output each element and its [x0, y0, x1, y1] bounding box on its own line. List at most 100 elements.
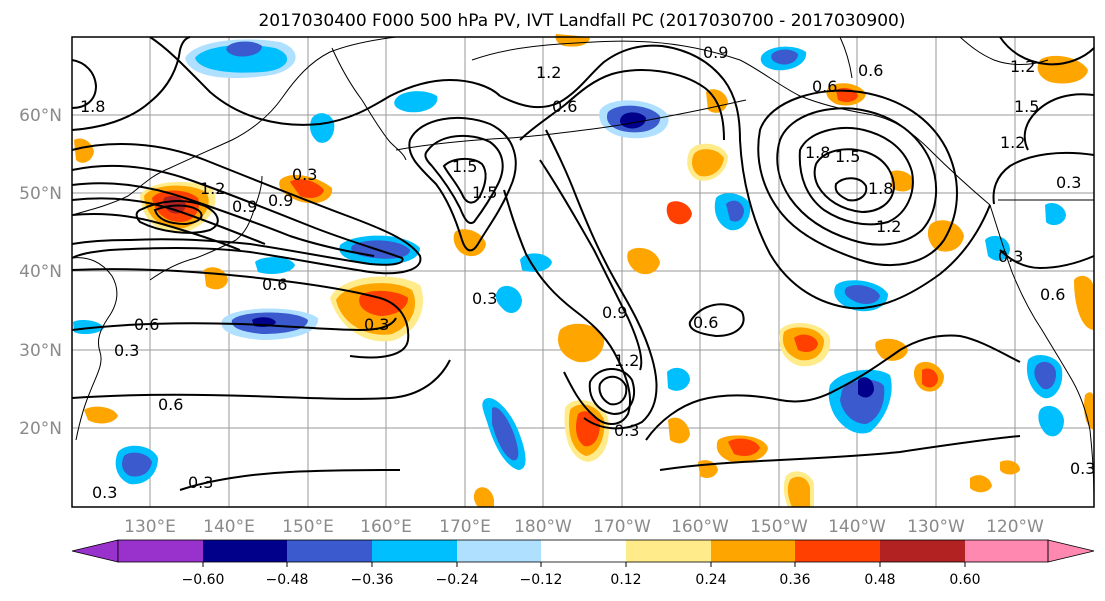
figure-title: 2017030400 F000 500 hPa PV, IVT Landfall…	[258, 11, 905, 31]
coastline-japan	[149, 175, 263, 281]
pv-contour	[999, 36, 1095, 66]
contour-label: 0.3	[1056, 173, 1081, 192]
pv-contour	[71, 268, 410, 359]
ivt-negative-region	[844, 285, 880, 304]
ivt-positive-region	[787, 476, 810, 507]
colorbar-tick-label: 0.60	[949, 572, 980, 588]
contour-label: 0.6	[262, 275, 287, 294]
contour-label: 0.9	[602, 303, 627, 322]
lat-label-60n: 60°N	[19, 106, 62, 126]
lon-label-140w: 140°W	[828, 517, 886, 537]
coastline-kamchatka	[331, 47, 407, 161]
coastline-asia	[71, 36, 397, 216]
lat-label-30n: 30°N	[19, 341, 62, 361]
ivt-positive-region	[728, 438, 760, 456]
pv-contour	[1023, 93, 1095, 151]
contour-label: 1.2	[876, 217, 901, 236]
contour-label: 0.6	[858, 61, 883, 80]
colorbar-tick-label: −0.24	[436, 572, 479, 588]
pv-contour	[71, 197, 266, 245]
contour-label: 1.2	[200, 179, 225, 198]
contour-label: 0.3	[364, 315, 389, 334]
coastline-na-west	[989, 204, 1095, 508]
ivt-positive-region	[84, 406, 118, 424]
pv-contour	[71, 143, 422, 275]
lat-label-40n: 40°N	[19, 262, 62, 282]
ivt-anomaly-fills	[73, 34, 1094, 507]
colorbar-frame	[117, 539, 1049, 563]
map-frame	[71, 36, 1095, 508]
ivt-positive-region	[890, 170, 914, 192]
contour-label: 0.3	[188, 473, 213, 492]
lon-label-140e: 140°E	[203, 517, 255, 537]
ivt-positive-region	[794, 334, 818, 352]
pv-contour	[776, 107, 938, 246]
colorbar: −0.60 −0.48 −0.36 −0.24 −0.12 0.12 0.24 …	[71, 539, 1095, 588]
ivt-positive-region	[74, 138, 94, 163]
pv-contour	[688, 303, 745, 338]
pv-contour	[71, 59, 98, 109]
pv-contour	[153, 204, 203, 226]
contour-label: 0.3	[614, 421, 639, 440]
pv-contour	[499, 44, 741, 141]
contour-label: 1.5	[472, 183, 497, 202]
colorbar-tick-label: −0.48	[266, 572, 309, 588]
pv-contour	[424, 134, 504, 224]
lon-label-120w: 120°W	[986, 517, 1044, 537]
colorbar-tick-label: −0.60	[182, 572, 225, 588]
pv-contour	[598, 375, 628, 406]
colorbar-segment	[880, 540, 965, 562]
contour-label: 0.9	[232, 197, 257, 216]
pv-contour	[834, 177, 868, 202]
ivt-positive-region	[473, 487, 494, 507]
ivt-negative-region	[1034, 361, 1056, 390]
lat-label-50n: 50°N	[19, 184, 62, 204]
lon-label-160e: 160°E	[360, 517, 412, 537]
colorbar-segment	[118, 540, 203, 562]
ivt-positive-region	[558, 323, 605, 363]
pv-contour	[545, 129, 658, 430]
colorbar-segment	[457, 540, 541, 562]
pv-contours	[71, 36, 1095, 491]
lon-label-150w: 150°W	[750, 517, 808, 537]
ivt-positive-region	[359, 290, 408, 316]
lon-label-130e: 130°E	[124, 517, 176, 537]
ivt-positive-region	[290, 179, 324, 198]
colorbar-segment	[372, 540, 457, 562]
pv-contour	[999, 249, 1095, 270]
pv-contour	[149, 36, 501, 126]
contour-labels: 1.8 1.2 0.9 0.6 0.3 1.5 0.9 0.6 1.2 1.8 …	[80, 43, 1095, 502]
contour-label: 0.6	[693, 313, 718, 332]
pv-contour	[71, 36, 191, 131]
ivt-negative-region	[255, 257, 295, 274]
contour-label: 1.2	[614, 351, 639, 370]
contour-label: 1.2	[1000, 133, 1025, 152]
ivt-negative-region	[1045, 203, 1066, 226]
contour-label: 0.9	[268, 191, 293, 210]
colorbar-tick-labels: −0.60 −0.48 −0.36 −0.24 −0.12 0.12 0.24 …	[182, 572, 981, 588]
colorbar-tick-label: 0.36	[779, 572, 810, 588]
contour-label: 0.3	[998, 247, 1023, 266]
ivt-positive-region	[1000, 460, 1020, 475]
colorbar-segment	[711, 540, 795, 562]
ivt-negative-region	[226, 41, 262, 57]
ivt-positive-region	[627, 247, 660, 275]
ivt-negative-region	[73, 320, 104, 335]
colorbar-ticks	[202, 562, 966, 567]
contour-label: 1.8	[868, 179, 893, 198]
pv-contour	[179, 469, 401, 491]
coastline-aleutians	[395, 99, 747, 151]
ivt-negative-region	[667, 367, 690, 391]
lon-label-160w: 160°W	[671, 517, 729, 537]
pv-contour	[503, 189, 632, 425]
lon-label-170w: 170°W	[593, 517, 651, 537]
ivt-negative-region	[771, 49, 798, 65]
contour-label: 1.5	[835, 147, 860, 166]
colorbar-tick-label: −0.12	[520, 572, 563, 588]
ivt-negative-region	[310, 113, 335, 143]
longitude-labels: 130°E 140°E 150°E 160°E 170°E 180°W 170°…	[124, 517, 1044, 537]
lat-label-20n: 20°N	[19, 419, 62, 439]
ivt-positive-region	[668, 417, 690, 444]
